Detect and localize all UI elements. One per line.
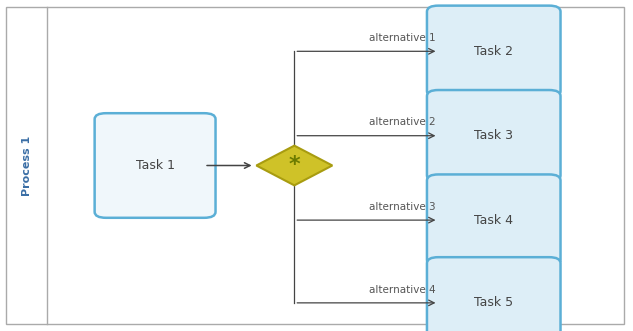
Text: Process 1: Process 1 [22,135,32,196]
FancyBboxPatch shape [427,90,561,181]
FancyBboxPatch shape [427,174,561,266]
FancyBboxPatch shape [95,113,215,218]
Text: Task 4: Task 4 [474,213,513,227]
FancyBboxPatch shape [6,7,624,324]
Text: Task 2: Task 2 [474,45,513,58]
Text: Task 1: Task 1 [135,159,175,172]
Text: alternative 3: alternative 3 [368,202,436,212]
Text: *: * [289,155,300,175]
FancyBboxPatch shape [427,6,561,97]
Text: Task 3: Task 3 [474,129,513,142]
FancyBboxPatch shape [427,257,561,331]
Text: alternative 4: alternative 4 [368,285,436,295]
Text: alternative 2: alternative 2 [368,118,436,127]
Text: alternative 1: alternative 1 [368,33,436,43]
Polygon shape [256,146,332,185]
Text: Task 5: Task 5 [474,296,513,309]
